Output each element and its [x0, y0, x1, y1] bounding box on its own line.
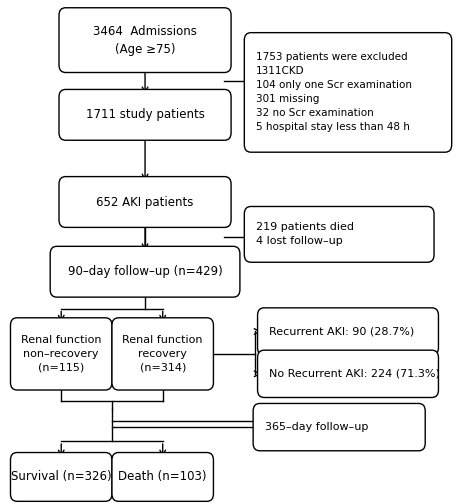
Text: Survival (n=326): Survival (n=326): [11, 470, 111, 483]
FancyBboxPatch shape: [50, 246, 240, 297]
FancyBboxPatch shape: [244, 207, 434, 262]
FancyBboxPatch shape: [253, 404, 425, 451]
FancyBboxPatch shape: [257, 350, 438, 398]
FancyBboxPatch shape: [59, 8, 231, 73]
FancyBboxPatch shape: [112, 318, 213, 390]
FancyBboxPatch shape: [112, 453, 213, 501]
Text: Renal function
recovery
(n=314): Renal function recovery (n=314): [122, 335, 203, 373]
FancyBboxPatch shape: [257, 308, 438, 355]
Text: Death (n=103): Death (n=103): [118, 470, 207, 483]
FancyBboxPatch shape: [10, 318, 112, 390]
Text: 1753 patients were excluded
1311CKD
104 only one Scr examination
301 missing
32 : 1753 patients were excluded 1311CKD 104 …: [256, 52, 412, 133]
Text: Recurrent AKI: 90 (28.7%): Recurrent AKI: 90 (28.7%): [270, 327, 415, 337]
Text: 219 patients died
4 lost follow–up: 219 patients died 4 lost follow–up: [256, 222, 354, 246]
Text: 1711 study patients: 1711 study patients: [86, 108, 204, 121]
Text: 3464  Admissions
(Age ≥75): 3464 Admissions (Age ≥75): [93, 25, 197, 55]
FancyBboxPatch shape: [10, 453, 112, 501]
Text: No Recurrent AKI: 224 (71.3%): No Recurrent AKI: 224 (71.3%): [270, 369, 440, 379]
FancyBboxPatch shape: [59, 176, 231, 227]
Text: 365–day follow–up: 365–day follow–up: [265, 422, 368, 432]
Text: Renal function
non–recovery
(n=115): Renal function non–recovery (n=115): [21, 335, 101, 373]
FancyBboxPatch shape: [244, 33, 452, 152]
Text: 652 AKI patients: 652 AKI patients: [96, 196, 194, 209]
Text: 90–day follow–up (n=429): 90–day follow–up (n=429): [68, 265, 222, 278]
FancyBboxPatch shape: [59, 89, 231, 140]
